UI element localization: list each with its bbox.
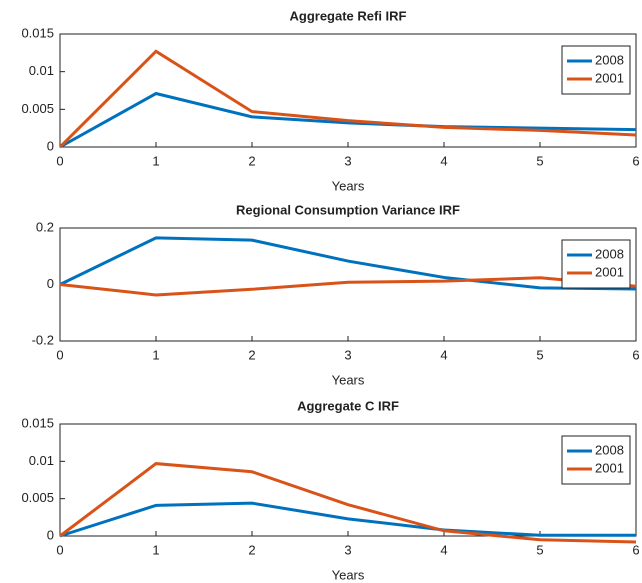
series-line	[59, 91, 637, 149]
x-tick-label: 2	[248, 542, 255, 557]
y-tick-label: 0	[47, 527, 54, 542]
y-tick-label: 0.01	[29, 453, 54, 468]
legend-label: 2001	[595, 460, 624, 475]
x-tick-label: 4	[440, 542, 447, 557]
axes-box	[59, 227, 637, 342]
y-tick-label: 0.2	[36, 219, 54, 234]
x-tick-label: 0	[56, 347, 63, 362]
x-tick-label: 5	[536, 347, 543, 362]
x-axis-label: Years	[332, 372, 365, 387]
x-tick-label: 0	[56, 542, 63, 557]
chart-title: Regional Consumption Variance IRF	[236, 202, 460, 217]
legend-label: 2008	[595, 442, 624, 457]
x-tick-label: 4	[440, 153, 447, 168]
y-tick-label: 0.005	[21, 101, 54, 116]
legend-box	[561, 239, 631, 289]
series-line	[59, 462, 637, 544]
x-tick-label: 5	[536, 542, 543, 557]
x-tick-label: 5	[536, 153, 543, 168]
legend-label: 2001	[595, 70, 624, 85]
x-tick-label: 6	[632, 347, 639, 362]
legend-label: 2008	[595, 52, 624, 67]
chart-title: Aggregate Refi IRF	[289, 8, 406, 23]
x-tick-label: 0	[56, 153, 63, 168]
series-line	[59, 276, 637, 297]
x-tick-label: 3	[344, 347, 351, 362]
axes-box	[59, 423, 637, 537]
x-tick-label: 2	[248, 153, 255, 168]
x-tick-label: 3	[344, 153, 351, 168]
series-line	[59, 236, 637, 291]
series-line	[59, 501, 636, 538]
series-line	[58, 49, 637, 149]
y-tick-label: 0.015	[21, 25, 54, 40]
legend-label: 2008	[595, 246, 624, 261]
chart-title: Aggregate C IRF	[297, 398, 399, 413]
x-axis-label: Years	[332, 567, 365, 582]
y-tick-label: 0.015	[21, 415, 54, 430]
legend-box	[561, 45, 631, 95]
x-tick-label: 4	[440, 347, 447, 362]
y-tick-label: 0	[47, 276, 54, 291]
y-tick-label: 0.01	[29, 63, 54, 78]
legend-box	[561, 435, 631, 485]
y-tick-label: -0.2	[32, 332, 54, 347]
axes-box	[59, 33, 637, 148]
x-tick-label: 1	[152, 347, 159, 362]
x-tick-label: 6	[632, 542, 639, 557]
y-tick-label: 0.005	[21, 490, 54, 505]
x-tick-label: 1	[152, 153, 159, 168]
x-axis-label: Years	[332, 178, 365, 193]
x-tick-label: 2	[248, 347, 255, 362]
y-tick-label: 0	[47, 138, 54, 153]
x-tick-label: 3	[344, 542, 351, 557]
x-tick-label: 1	[152, 542, 159, 557]
legend-label: 2001	[595, 264, 624, 279]
x-tick-label: 6	[632, 153, 639, 168]
